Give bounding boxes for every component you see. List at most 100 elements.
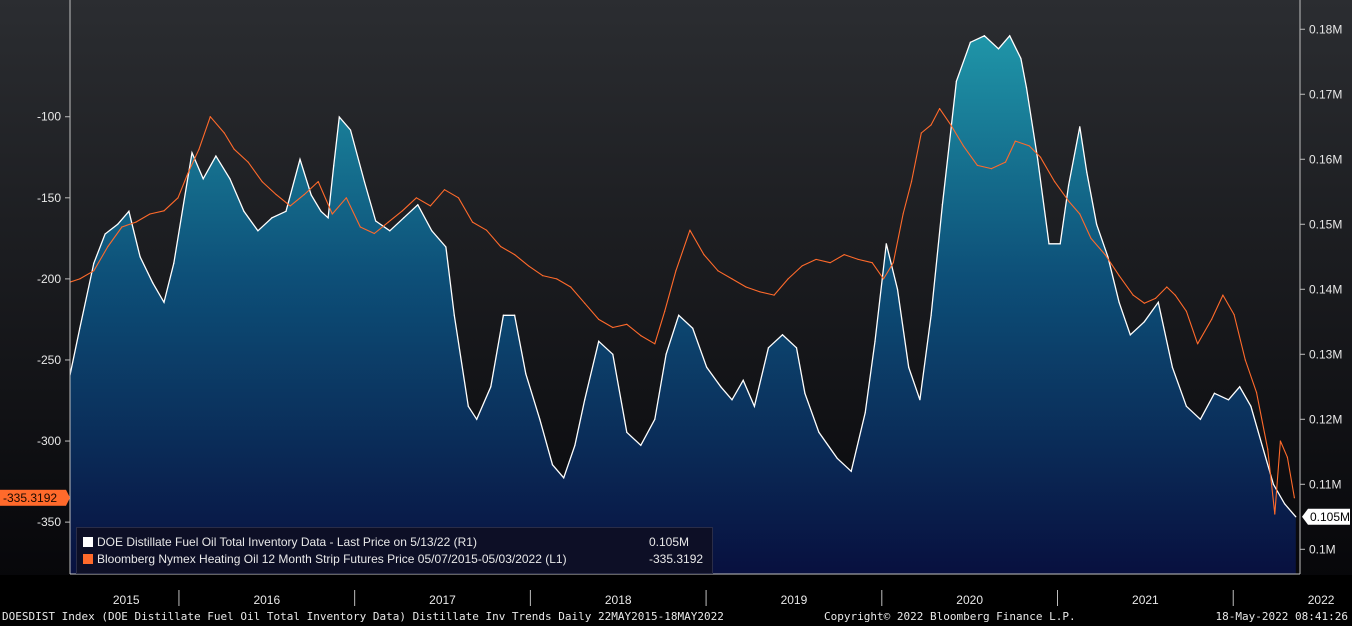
heating-oil-point-72 [1014,140,1016,142]
inventory-point-66 [874,340,876,342]
inventory-point-84 [1079,126,1081,128]
inventory-point-6 [139,256,141,258]
heating-oil-point-85 [1174,294,1176,296]
inventory-point-65 [864,412,866,414]
right-tick-label-5: 0.13M [1309,347,1342,361]
inventory-point-36 [490,386,492,388]
inventory-point-50 [665,353,667,355]
heating-oil-point-86 [1185,310,1187,312]
inventory-point-15 [243,210,245,212]
legend-label-inventory: DOE Distillate Fuel Oil Total Inventory … [97,535,477,549]
heating-oil-point-44 [664,310,666,312]
inventory-point-99 [1261,444,1263,446]
series-heating-oil-line [70,108,1295,515]
inventory-point-13 [215,155,217,157]
inventory-point-47 [626,431,628,433]
heating-oil-point-71 [1004,161,1007,163]
heating-oil-point-93 [1267,448,1269,450]
heating-oil-point-24 [387,221,389,223]
heating-oil-point-16 [275,193,277,196]
heating-oil-point-27 [429,205,432,207]
inventory-point-77 [1009,35,1011,37]
inventory-point-12 [202,178,204,180]
inventory-point-75 [983,35,986,37]
inventory-point-23 [333,165,335,167]
left-tick-label-5: -350 [37,515,61,529]
inventory-point-60 [795,347,798,349]
heating-oil-point-78 [1090,237,1092,239]
inventory-point-68 [896,288,899,290]
inventory-point-93 [1185,405,1187,407]
inventory-point-100 [1272,483,1274,485]
heating-oil-point-97 [1293,497,1295,499]
heating-oil-point-47 [703,253,705,256]
heating-oil-point-83 [1154,297,1157,299]
left-tick-label-1: -150 [37,191,61,205]
axes [69,0,1301,575]
heating-oil-point-31 [485,229,488,231]
inventory-point-19 [299,158,301,160]
last-value-heating-oil: -335.3192 [3,491,57,505]
heating-oil-point-95 [1279,440,1281,442]
heating-oil-point-13 [233,148,235,150]
heating-oil-point-43 [654,343,656,345]
inventory-point-33 [453,314,455,316]
heating-oil-point-14 [247,161,249,163]
legend-item-heating-oil: Bloomberg Nymex Heating Oil 12 Month Str… [83,551,703,567]
inventory-point-40 [539,418,541,420]
inventory-point-88 [1118,301,1120,303]
inventory-point-80 [1037,158,1039,160]
heating-oil-point-37 [570,286,572,288]
inventory-point-2 [93,262,95,264]
heating-oil-point-12 [223,132,225,134]
heating-oil-point-92 [1255,391,1258,393]
legend-value-heating-oil: -335.3192 [649,552,704,566]
inventory-point-48 [640,444,642,446]
right-tick-label-2: 0.16M [1309,152,1342,166]
heating-oil-point-35 [542,275,544,277]
heating-oil-point-77 [1079,213,1081,215]
heating-oil-point-87 [1197,343,1199,345]
heating-oil-point-39 [598,318,600,321]
heating-oil-point-41 [626,323,628,325]
inventory-point-7 [152,282,154,284]
x-tick-label-2: 2017 [429,593,456,607]
right-axis-ticks: 0.18M 0.17M 0.16M 0.15M 0.14M 0.13M 0.12M 0.11M… [1300,22,1342,556]
legend-label-heating-oil: Bloomberg Nymex Heating Oil 12 Month Str… [97,552,567,566]
heating-oil-point-80 [1118,275,1120,277]
right-tick-label-7: 0.11M [1309,477,1341,491]
heating-oil-point-4 [121,226,123,228]
inventory-point-86 [1096,223,1098,225]
heating-oil-point-55 [815,258,817,261]
series-inventory-area [70,35,1296,574]
footer-timestamp: 18-May-2022 08:41:26 [1215,610,1348,623]
heating-oil-point-57 [843,253,845,256]
heating-oil-point-32 [499,245,502,248]
inventory-point-94 [1199,418,1202,420]
inventory-point-10 [184,194,186,196]
inventory-point-17 [271,217,273,219]
heating-oil-point-82 [1143,302,1145,304]
inventory-point-8 [163,301,165,303]
inventory-point-26 [363,181,366,183]
inventory-point-49 [654,418,656,420]
last-value-box-inventory [1302,508,1350,525]
heating-oil-point-70 [990,168,993,170]
inventory-point-85 [1086,171,1088,173]
inventory-point-76 [997,48,1000,50]
heating-oil-point-79 [1104,253,1106,256]
heating-oil-point-74 [1039,156,1042,158]
inventory-point-64 [850,470,852,472]
inventory-point-101 [1283,503,1286,505]
inventory-point-27 [375,220,377,222]
heating-oil-point-61 [892,262,894,264]
inventory-point-67 [885,243,887,245]
right-tick-label-1: 0.17M [1309,87,1342,101]
inventory-point-51 [678,314,680,316]
inventory-point-89 [1129,334,1131,336]
heating-oil-point-25 [401,210,403,212]
inventory-point-87 [1107,256,1109,258]
heating-oil-point-38 [584,302,586,304]
heating-oil-point-73 [1028,145,1030,147]
